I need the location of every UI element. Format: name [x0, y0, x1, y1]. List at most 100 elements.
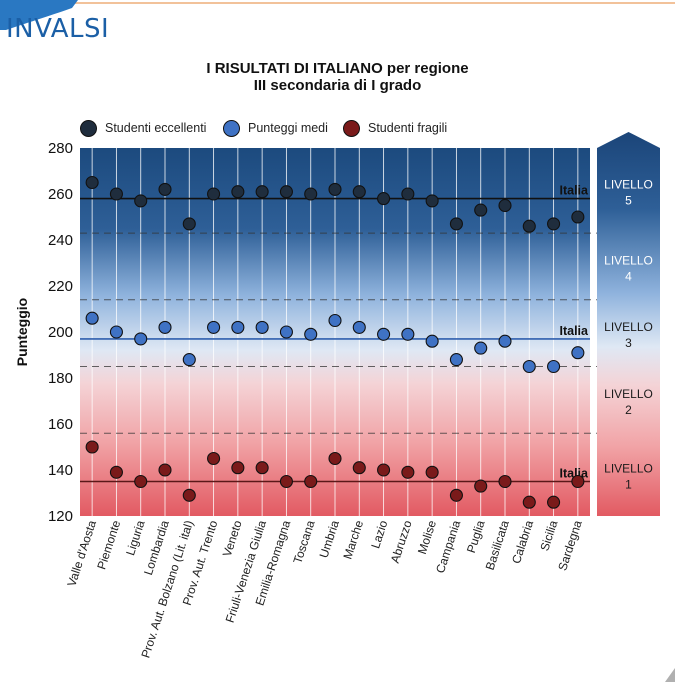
data-point [158, 182, 172, 196]
y-tick-label: 200 [48, 324, 73, 341]
x-tick-label: Sicilia [537, 518, 560, 552]
data-point [571, 346, 585, 360]
data-point [547, 217, 561, 231]
data-point [182, 488, 196, 502]
data-point [328, 451, 342, 466]
x-tick-label: Molise [415, 518, 439, 556]
data-point [522, 495, 536, 509]
data-point [498, 198, 512, 213]
y-tick-label: 120 [48, 508, 73, 525]
data-point [231, 185, 245, 199]
level-label: LIVELLO [604, 320, 653, 334]
data-point [352, 185, 366, 199]
chart-title-line2: III secondaria di I grado [253, 77, 422, 94]
data-point [474, 203, 488, 217]
x-tick-label: Umbria [317, 518, 342, 559]
legend-marker [223, 120, 240, 137]
level-number: 4 [625, 269, 632, 283]
data-point [109, 325, 123, 339]
level-number: 1 [625, 478, 632, 492]
data-point [207, 451, 221, 466]
data-point [85, 311, 99, 325]
y-axis-label: Punteggio [14, 298, 30, 366]
data-point [352, 461, 366, 475]
level-label: LIVELLO [604, 253, 653, 267]
data-point [474, 341, 488, 355]
data-point [207, 187, 221, 201]
data-point [547, 495, 561, 509]
data-point [401, 465, 415, 479]
x-tick-label: Marche [340, 518, 366, 561]
data-point [474, 479, 488, 493]
x-tick-label: Abruzzo [388, 518, 415, 565]
data-point [571, 474, 585, 489]
legend-item-fragili: Studenti fragili [343, 120, 447, 137]
data-point [304, 327, 318, 341]
invalsi-logo-wing-icon [0, 0, 78, 30]
data-point [279, 474, 293, 489]
data-point [498, 474, 512, 489]
italia-reference-label: Italia [560, 324, 590, 338]
y-tick-label: 280 [48, 140, 73, 157]
y-tick-label: 140 [48, 462, 73, 479]
legend-label: Studenti eccellenti [105, 120, 207, 135]
legend-item-medi: Punteggi medi [223, 120, 328, 137]
data-point [255, 461, 269, 475]
data-point [401, 327, 415, 341]
levels-panel-background [597, 132, 660, 516]
data-point [109, 187, 123, 201]
level-number: 3 [625, 336, 632, 350]
level-label: LIVELLO [604, 178, 653, 192]
y-tick-label: 180 [48, 370, 73, 387]
legend-item-eccellenti: Studenti eccellenti [80, 120, 206, 137]
x-tick-label: Basilicata [483, 518, 512, 571]
x-tick-label: Puglia [464, 518, 488, 554]
data-point [134, 194, 148, 208]
data-point [377, 192, 391, 206]
data-point [182, 217, 196, 231]
data-point [377, 327, 391, 341]
data-point [182, 353, 196, 367]
data-point [425, 194, 439, 208]
data-point [134, 474, 148, 489]
x-tick-label: Lazio [368, 518, 390, 550]
legend-label: Studenti fragili [368, 120, 448, 135]
x-tick-label: Piemonte [94, 518, 123, 571]
data-point [304, 474, 318, 489]
data-point [85, 175, 99, 190]
data-point [158, 320, 172, 334]
x-tick-label: Veneto [220, 518, 245, 558]
data-point [377, 463, 391, 477]
data-point [279, 185, 293, 199]
y-axis: 120 140 160 180 200 220 240 260 280 Punteggio [14, 140, 73, 525]
x-tick-label: Sardegna [555, 518, 584, 572]
data-point [255, 320, 269, 334]
y-tick-label: 240 [48, 232, 73, 249]
top-accent-line [60, 2, 675, 4]
page-corner [665, 668, 675, 682]
italia-reference-label: Italia [560, 184, 590, 198]
data-point [231, 461, 245, 475]
data-point [522, 219, 536, 233]
data-point [425, 465, 439, 479]
levels-panel: LIVELLO 5 LIVELLO 4 LIVELLO 3 LIVELLO 2 LIVELLO 1 [597, 132, 660, 516]
data-point [449, 353, 463, 367]
invalsi-logo: INVALSI [6, 14, 110, 44]
legend-marker [343, 120, 360, 137]
data-point [522, 359, 536, 374]
data-point [547, 359, 561, 374]
data-point [279, 325, 293, 339]
x-tick-label: Toscana [290, 518, 317, 565]
data-point [425, 334, 439, 348]
chart-title: I RISULTATI DI ITALIANO per regione III … [0, 60, 675, 94]
y-tick-label: 160 [48, 416, 73, 433]
data-point [304, 187, 318, 201]
data-point [328, 182, 342, 196]
legend-label: Punteggi medi [248, 120, 328, 135]
data-point [255, 185, 269, 199]
legend-marker [80, 120, 97, 137]
data-point [328, 313, 342, 328]
